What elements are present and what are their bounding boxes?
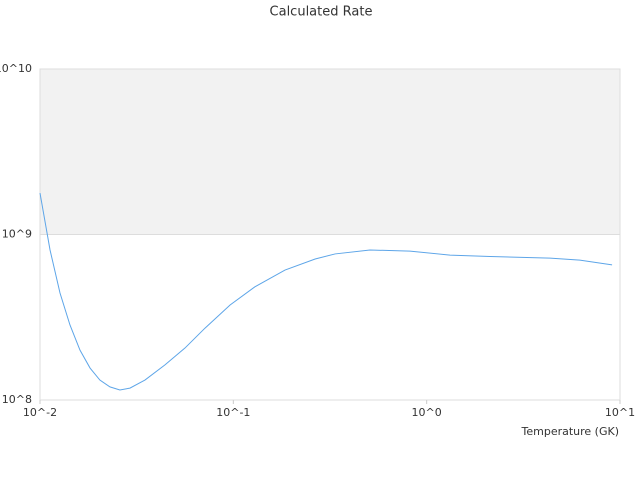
x-tick-label: 10^-2: [23, 406, 57, 419]
x-tick-label: 10^-1: [216, 406, 250, 419]
y-tick-label: 10^9: [2, 228, 32, 241]
chart-title: Calculated Rate: [270, 5, 373, 20]
x-tick-label: 10^0: [412, 406, 442, 419]
y-tick-label: 10^10: [0, 62, 32, 75]
x-axis-label: Temperature (GK): [521, 425, 620, 438]
data-line: [39, 192, 613, 391]
x-tick-label: 10^1: [605, 406, 635, 419]
plot-band: [40, 69, 620, 235]
y-tick-label: 10^8: [2, 393, 32, 406]
